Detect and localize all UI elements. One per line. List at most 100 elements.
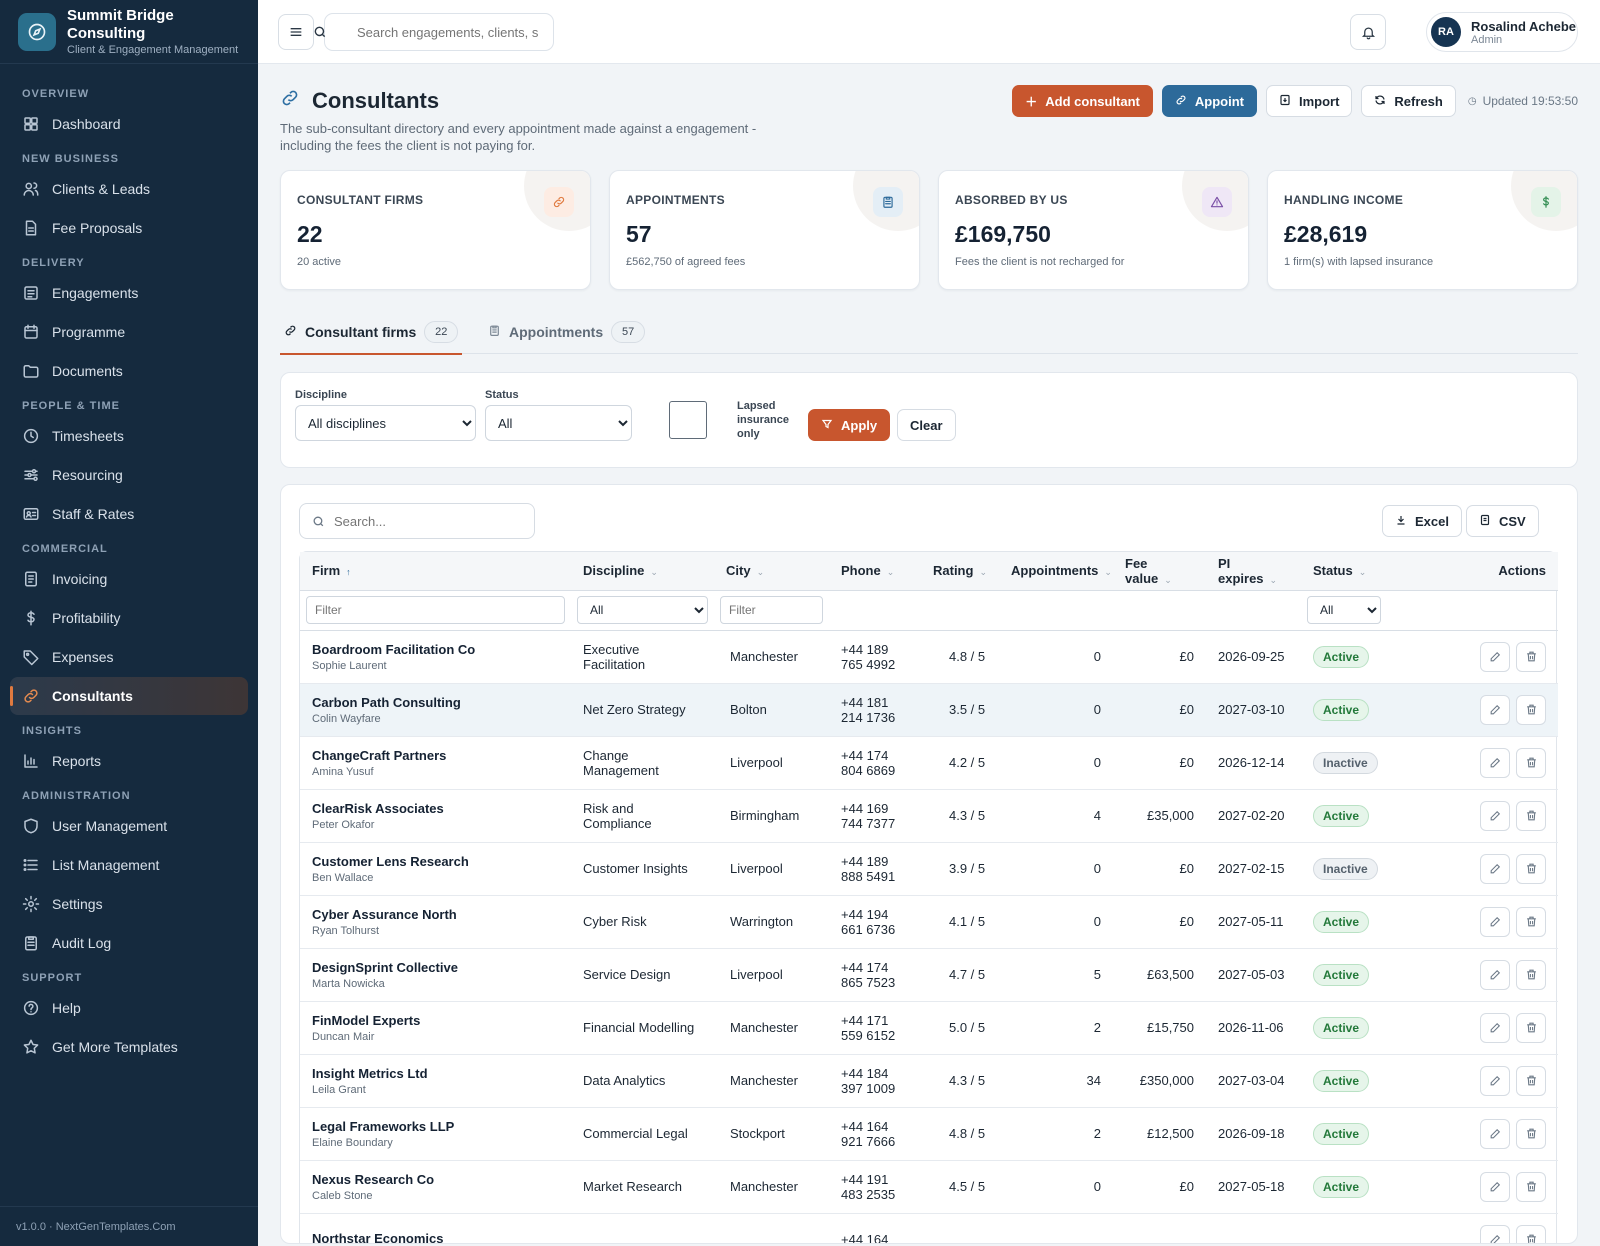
column-header-rating[interactable]: Rating ⌄: [921, 552, 999, 591]
table-row[interactable]: Cyber Assurance North Ryan Tolhurst Cyber …: [300, 895, 1558, 948]
sidebar-item-resourcing[interactable]: Resourcing: [10, 456, 248, 494]
delete-button[interactable]: [1516, 1118, 1546, 1149]
column-header-label: Appointments: [1011, 563, 1099, 579]
column-header-pi-expires[interactable]: PI expires ⌄: [1206, 552, 1301, 591]
delete-button[interactable]: [1516, 906, 1546, 937]
edit-button[interactable]: [1480, 800, 1510, 831]
table-row[interactable]: Customer Lens Research Ben Wallace Custome…: [300, 842, 1558, 895]
delete-button[interactable]: [1516, 1171, 1546, 1202]
city-filter-input[interactable]: [720, 596, 823, 624]
user-menu[interactable]: RA Rosalind Achebe Admin: [1426, 12, 1578, 52]
status-filter-select[interactable]: All: [1307, 596, 1381, 624]
table-row[interactable]: Boardroom Facilitation Co Sophie Laurent E…: [300, 630, 1558, 683]
sidebar-item-reports[interactable]: Reports: [10, 742, 248, 780]
sidebar-item-documents[interactable]: Documents: [10, 352, 248, 390]
sidebar-item-timesheets[interactable]: Timesheets: [10, 417, 248, 455]
delete-button[interactable]: [1516, 853, 1546, 884]
column-header-discipline[interactable]: Discipline ⌄: [571, 552, 714, 591]
table-row[interactable]: Northstar Economics +44 164: [300, 1213, 1558, 1243]
delete-button[interactable]: [1516, 1224, 1546, 1243]
table-row[interactable]: FinModel Experts Duncan Mair Financial Mod…: [300, 1001, 1558, 1054]
apply-filters-button[interactable]: Apply: [808, 409, 891, 441]
trash-icon: [1526, 651, 1536, 662]
global-search[interactable]: [314, 13, 554, 51]
add-consultant-button[interactable]: ＋ Add consultant: [1012, 85, 1153, 117]
sidebar-item-profitability[interactable]: Profitability: [10, 599, 248, 637]
appointments-cell: 0: [1093, 861, 1101, 876]
refresh-button[interactable]: Refresh: [1361, 85, 1456, 117]
edit-button[interactable]: [1480, 694, 1510, 725]
firm-contact: Ben Wallace: [312, 871, 374, 884]
column-header-fee-value[interactable]: Fee value ⌄: [1113, 552, 1206, 591]
table-row[interactable]: DesignSprint Collective Marta Nowicka Serv…: [300, 948, 1558, 1001]
delete-button[interactable]: [1516, 800, 1546, 831]
column-header-phone[interactable]: Phone ⌄: [829, 552, 921, 591]
delete-button[interactable]: [1516, 747, 1546, 778]
tab-appointments[interactable]: Appointments 57: [488, 312, 646, 352]
table-row[interactable]: Carbon Path Consulting Colin Wayfare Net Z…: [300, 683, 1558, 736]
import-button[interactable]: Import: [1265, 85, 1353, 117]
sidebar-item-get-more-templates[interactable]: Get More Templates: [10, 1028, 248, 1066]
discipline-filter-select[interactable]: All: [577, 596, 708, 624]
notifications-button[interactable]: [1350, 14, 1386, 50]
trash-icon: [1526, 1075, 1536, 1086]
column-header-appointments[interactable]: Appointments ⌄: [999, 552, 1113, 591]
sidebar-item-programme[interactable]: Programme: [10, 313, 248, 351]
sidebar-item-staff-rates[interactable]: Staff & Rates: [10, 495, 248, 533]
delete-button[interactable]: [1516, 1012, 1546, 1043]
edit-button[interactable]: [1480, 1065, 1510, 1096]
edit-button[interactable]: [1480, 747, 1510, 778]
column-header-city[interactable]: City ⌄: [714, 552, 829, 591]
table-row[interactable]: Nexus Research Co Caleb Stone Market Resea…: [300, 1160, 1558, 1213]
tab-consultant-firms[interactable]: Consultant firms 22: [279, 312, 463, 355]
table-row[interactable]: Legal Frameworks LLP Elaine Boundary Comme…: [300, 1107, 1558, 1160]
edit-button[interactable]: [1480, 1224, 1510, 1243]
edit-button[interactable]: [1480, 853, 1510, 884]
table-row[interactable]: ClearRisk Associates Peter Okafor Risk and…: [300, 789, 1558, 842]
sidebar-item-engagements[interactable]: Engagements: [10, 274, 248, 312]
clear-filters-button[interactable]: Clear: [897, 409, 956, 441]
delete-button[interactable]: [1516, 1065, 1546, 1096]
sidebar-item-help[interactable]: Help: [10, 989, 248, 1027]
edit-button[interactable]: [1480, 1118, 1510, 1149]
sidebar-item-label: Fee Proposals: [52, 220, 143, 236]
table-row[interactable]: Insight Metrics Ltd Leila Grant Data Analy…: [300, 1054, 1558, 1107]
table-search-input[interactable]: [300, 513, 534, 529]
edit-button[interactable]: [1480, 641, 1510, 672]
appointments-cell: 0: [1093, 649, 1101, 664]
delete-button[interactable]: [1516, 694, 1546, 725]
trash-icon: [1526, 916, 1536, 927]
sidebar-item-settings[interactable]: Settings: [10, 885, 248, 923]
sidebar-item-clients-leads[interactable]: Clients & Leads: [10, 170, 248, 208]
sidebar-item-dashboard[interactable]: Dashboard: [10, 105, 248, 143]
sidebar-item-list-management[interactable]: List Management: [10, 846, 248, 884]
edit-button[interactable]: [1480, 1171, 1510, 1202]
city-cell: Stockport: [730, 1126, 785, 1141]
firm-filter-input[interactable]: [306, 596, 565, 624]
status-select[interactable]: All: [485, 405, 632, 441]
edit-button[interactable]: [1480, 1012, 1510, 1043]
global-search-input[interactable]: [325, 24, 553, 40]
table-search[interactable]: [299, 503, 535, 539]
export-excel-button[interactable]: Excel: [1382, 505, 1462, 537]
delete-button[interactable]: [1516, 641, 1546, 672]
sidebar-item-fee-proposals[interactable]: Fee Proposals: [10, 209, 248, 247]
sidebar-item-consultants[interactable]: Consultants: [10, 677, 248, 715]
menu-toggle-button[interactable]: [278, 14, 314, 50]
lapsed-insurance-checkbox[interactable]: [669, 401, 707, 439]
column-header-firm[interactable]: Firm ↑: [300, 552, 571, 591]
sidebar-item-user-management[interactable]: User Management: [10, 807, 248, 845]
sidebar-item-invoicing[interactable]: Invoicing: [10, 560, 248, 598]
table-row[interactable]: ChangeCraft Partners Amina Yusuf Change Ma…: [300, 736, 1558, 789]
sidebar-item-audit-log[interactable]: Audit Log: [10, 924, 248, 962]
column-header-status[interactable]: Status ⌄: [1301, 552, 1405, 591]
export-csv-button[interactable]: CSV: [1466, 505, 1539, 537]
sidebar-item-expenses[interactable]: Expenses: [10, 638, 248, 676]
status-badge: Active: [1313, 1016, 1370, 1039]
appoint-button[interactable]: Appoint: [1161, 85, 1257, 117]
edit-button[interactable]: [1480, 906, 1510, 937]
edit-button[interactable]: [1480, 959, 1510, 990]
discipline-select[interactable]: All disciplines: [295, 405, 476, 441]
delete-button[interactable]: [1516, 959, 1546, 990]
status-cell: Active: [1301, 1160, 1405, 1213]
